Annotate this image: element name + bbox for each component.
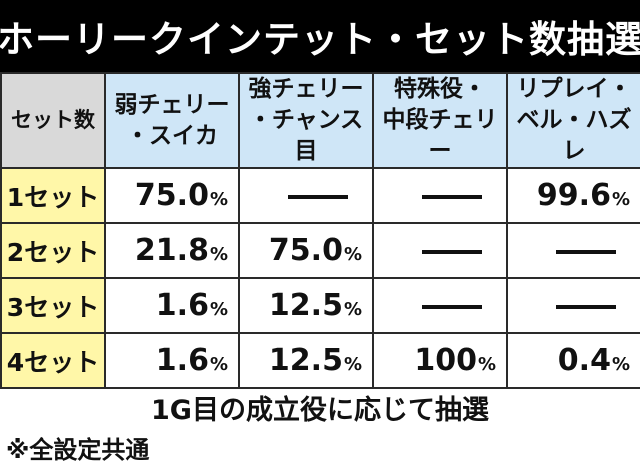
rate-cell: 100% <box>372 332 508 389</box>
column-header-strong-cherry: 強チェリー・チャンス目 <box>238 72 374 169</box>
rate-value: 100 <box>414 343 477 378</box>
rate-value: 21.8 <box>134 233 209 268</box>
rate-cell <box>372 167 508 224</box>
percent-sign: % <box>209 244 228 265</box>
table-row: 3セット 1.6% 12.5% <box>0 277 640 334</box>
selection-note: 1G目の成立役に応じて抽選 <box>151 395 489 426</box>
column-header-line: ベル・ハズレ <box>516 107 632 164</box>
rate-value: 12.5 <box>268 343 343 378</box>
rate-value: 75.0 <box>134 178 209 213</box>
rate-cell: 12.5% <box>238 277 374 334</box>
set-label: 3セット <box>0 277 106 334</box>
column-header-replay: リプレイ・ベル・ハズレ <box>506 72 640 169</box>
percent-sign: % <box>477 354 496 375</box>
percent-sign: % <box>343 299 362 320</box>
column-header-line: ・スイカ <box>126 122 218 149</box>
table-row: 4セット 1.6% 12.5% 100% 0.4% <box>0 332 640 389</box>
percent-sign: % <box>343 354 362 375</box>
percent-sign: % <box>343 244 362 265</box>
column-header-line: リプレイ・ <box>516 76 632 102</box>
rate-value: 12.5 <box>268 288 343 323</box>
set-label: 2セット <box>0 222 106 279</box>
rate-cell <box>372 222 508 279</box>
set-label: 4セット <box>0 332 106 389</box>
column-header-line: ・チャンス目 <box>248 107 364 164</box>
corner-header: セット数 <box>0 72 106 169</box>
column-header-line: 強チェリー <box>248 76 364 102</box>
dash-mark <box>422 194 482 199</box>
rate-value: 0.4 <box>557 343 611 378</box>
column-header-special: 特殊役・中段チェリー <box>372 72 508 169</box>
percent-sign: % <box>209 299 228 320</box>
rate-value: 99.6 <box>536 178 611 213</box>
rate-cell: 75.0% <box>238 222 374 279</box>
dash-mark <box>288 194 348 199</box>
column-header-line: 特殊役・ <box>394 76 486 102</box>
dash-mark <box>556 304 616 309</box>
dash-mark <box>422 249 482 254</box>
rate-cell: 1.6% <box>104 332 240 389</box>
rate-cell <box>238 167 374 224</box>
rate-cell: 99.6% <box>506 167 640 224</box>
percent-sign: % <box>611 189 630 210</box>
settings-note: ※全設定共通 <box>6 436 150 464</box>
page-title: ホーリークインテット・セット数抽選 <box>0 0 640 72</box>
rate-cell: 75.0% <box>104 167 240 224</box>
rate-cell: 0.4% <box>506 332 640 389</box>
table-header-row: セット数 弱チェリー・スイカ 強チェリー・チャンス目 特殊役・中段チェリー リプ… <box>0 72 640 169</box>
rate-value: 75.0 <box>268 233 343 268</box>
rate-value: 1.6 <box>155 288 209 323</box>
rate-cell <box>506 222 640 279</box>
percent-sign: % <box>611 354 630 375</box>
set-count-table: セット数 弱チェリー・スイカ 強チェリー・チャンス目 特殊役・中段チェリー リプ… <box>0 72 640 389</box>
set-label: 1セット <box>0 167 106 224</box>
rate-cell <box>372 277 508 334</box>
dash-mark <box>556 249 616 254</box>
rate-cell <box>506 277 640 334</box>
rate-cell: 1.6% <box>104 277 240 334</box>
rate-cell: 12.5% <box>238 332 374 389</box>
column-header-line: 弱チェリー <box>114 91 230 118</box>
dash-mark <box>422 304 482 309</box>
rate-value: 1.6 <box>155 343 209 378</box>
table-row: 2セット 21.8% 75.0% <box>0 222 640 279</box>
percent-sign: % <box>209 354 228 375</box>
percent-sign: % <box>209 189 228 210</box>
rate-cell: 21.8% <box>104 222 240 279</box>
column-header-line: 中段チェリー <box>382 107 498 164</box>
table-row: 1セット 75.0% 99.6% <box>0 167 640 224</box>
column-header-weak-cherry: 弱チェリー ・スイカ <box>104 72 240 169</box>
